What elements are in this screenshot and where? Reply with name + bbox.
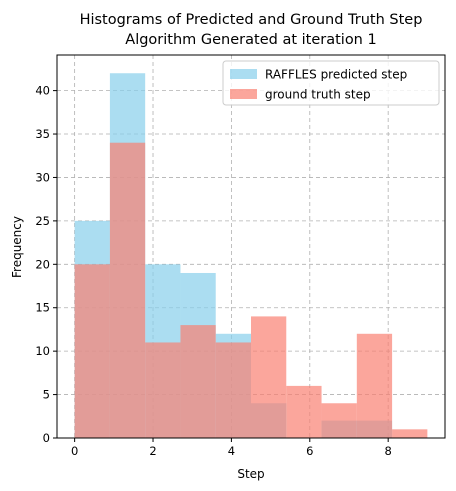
y-tick-label-4: 20 <box>35 257 50 271</box>
bar-series-1-bin-8 <box>356 333 393 438</box>
legend-swatch-0 <box>230 69 257 79</box>
plot-frame <box>56 54 446 439</box>
y-axis-label: Frequency <box>10 216 24 278</box>
bar-series-1-bin-7 <box>321 403 357 438</box>
legend-box <box>222 60 440 106</box>
x-tick-label-4: 8 <box>385 444 392 458</box>
y-tick-label-2: 10 <box>35 344 50 358</box>
y-tick-label-0: 0 <box>43 431 50 445</box>
x-axis-ticks: 0 2 4 6 8 <box>71 438 392 458</box>
bar-series-1-bin-2 <box>145 342 181 438</box>
legend-label-0: RAFFLES predicted step <box>265 68 407 82</box>
x-tick-label-0: 0 <box>71 444 78 458</box>
x-tick-label-2: 4 <box>228 444 235 458</box>
chart-title-line-1: Histograms of Predicted and Ground Truth… <box>80 12 423 28</box>
legend-label-1: ground truth step <box>265 88 371 102</box>
y-tick-label-3: 15 <box>35 301 50 315</box>
histogram-bars <box>74 73 428 438</box>
bar-series-1-bin-1 <box>109 142 146 438</box>
bar-series-1-bin-6 <box>286 385 322 438</box>
bar-series-1-bin-5 <box>251 316 287 438</box>
legend-swatch-1 <box>230 89 257 99</box>
y-tick-label-1: 5 <box>43 388 50 402</box>
bar-series-1-bin-9 <box>392 429 428 438</box>
bar-series-1-bin-0 <box>74 264 110 438</box>
y-tick-label-6: 30 <box>35 170 50 184</box>
legend: RAFFLES predicted step ground truth step <box>222 60 440 106</box>
bar-series-1-bin-4 <box>215 342 251 438</box>
y-tick-label-7: 35 <box>35 127 50 141</box>
x-axis-label: Step <box>237 467 264 481</box>
x-tick-label-1: 2 <box>149 444 156 458</box>
y-tick-label-5: 25 <box>35 214 50 228</box>
chart-title-line-2: Algorithm Generated at iteration 1 <box>125 32 376 48</box>
y-tick-label-8: 40 <box>35 84 50 98</box>
x-tick-label-3: 6 <box>306 444 313 458</box>
bar-series-1-bin-3 <box>180 325 216 438</box>
y-axis-ticks: 0 5 10 15 20 25 30 35 40 <box>35 84 57 445</box>
